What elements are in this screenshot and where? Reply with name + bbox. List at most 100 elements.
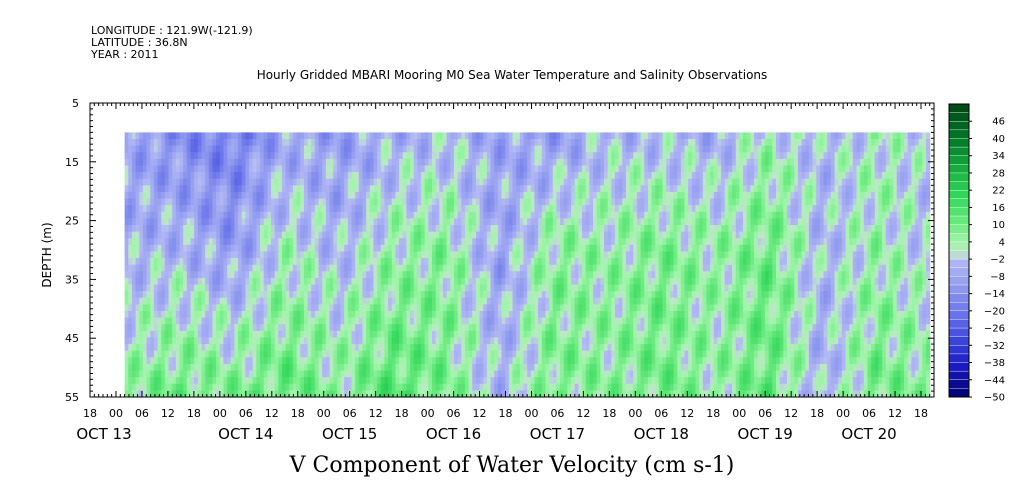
heatmap-cell [911,198,916,206]
heatmap-cell [329,185,334,193]
heatmap-cell [549,191,554,200]
heatmap-cell [732,271,737,279]
heatmap-cell [739,191,744,200]
heatmap-cell [545,152,550,160]
heatmap-cell [600,225,605,233]
heatmap-cell [205,251,210,259]
heatmap-cell [351,198,356,206]
heatmap-cell [223,271,228,279]
heatmap-cell [691,225,697,233]
heatmap-cell [816,139,821,147]
heatmap-cell [710,145,715,153]
heatmap-cell [519,145,525,153]
heatmap-cell [900,132,905,140]
heatmap-cell [805,225,810,233]
heatmap-cell [150,211,155,219]
heatmap-cell [768,185,773,193]
heatmap-cell [285,264,290,272]
heatmap-cell [882,258,887,266]
heatmap-cell [490,198,495,206]
heatmap-cell [695,145,700,153]
heatmap-cell [424,178,429,186]
heatmap-cell [900,244,905,253]
heatmap-cell [395,277,400,286]
heatmap-cell [483,178,488,186]
heatmap-cell [131,198,137,206]
heatmap-cell [161,211,166,219]
heatmap-cell [435,231,440,239]
heatmap-cell [402,271,407,279]
heatmap-cell [505,211,510,219]
heatmap-cell [486,225,492,233]
heatmap-cell [252,172,257,180]
heatmap-cell [889,185,894,193]
heatmap-cell [893,264,898,272]
heatmap-cell [362,225,367,233]
heatmap-cell [823,145,828,153]
heatmap-cell [779,191,784,200]
heatmap-cell [560,145,565,153]
heatmap-cell [256,244,261,253]
heatmap-cell [384,264,389,272]
heatmap-cell [786,152,792,160]
heatmap-cell [677,152,682,160]
heatmap-cell [208,191,214,200]
heatmap-cell [904,158,909,167]
heatmap-cell [241,185,246,193]
heatmap-cell [702,158,708,167]
heatmap-cell [234,152,239,160]
heatmap-cell [311,211,316,219]
heatmap-cell [256,238,261,246]
heatmap-cell [205,185,210,193]
heatmap-cell [860,152,865,160]
heatmap-cell [699,231,704,239]
heatmap-cell [428,205,433,213]
heatmap-cell [472,205,477,213]
heatmap-cell [757,251,762,259]
heatmap-cell [157,258,162,266]
heatmap-cell [662,211,667,219]
heatmap-cell [699,264,704,272]
heatmap-cell [849,178,854,186]
heatmap-cell [190,205,195,213]
heatmap-cell [186,145,192,153]
heatmap-cell [567,172,572,180]
heatmap-cell [336,251,342,259]
heatmap-cell [574,277,579,286]
heatmap-cell [812,211,817,219]
heatmap-cell [541,251,547,259]
heatmap-cell [918,139,923,147]
heatmap-cell [622,271,627,279]
heatmap-cell [571,158,576,167]
heatmap-cell [856,218,861,226]
heatmap-cell [296,238,301,246]
heatmap-cell [292,185,298,193]
heatmap-cell [724,244,730,253]
heatmap-cell [633,132,638,140]
heatmap-cell [801,132,806,140]
heatmap-cell [377,251,382,259]
heatmap-cell [512,264,517,272]
heatmap-cell [552,172,558,180]
heatmap-cell [794,198,799,206]
heatmap-cell [900,271,905,279]
heatmap-cell [669,251,675,259]
heatmap-cell [838,264,843,272]
heatmap-cell [691,238,697,246]
heatmap-cell [896,258,901,266]
heatmap-cell [922,238,927,246]
heatmap-cell [614,198,620,206]
heatmap-cell [197,152,203,160]
heatmap-cell [922,178,927,186]
heatmap-cell [680,198,686,206]
heatmap-cell [490,244,495,253]
heatmap-cell [867,205,872,213]
heatmap-cell [739,145,744,153]
heatmap-cell [867,238,872,246]
heatmap-cell [732,264,737,272]
heatmap-cell [768,158,773,167]
heatmap-cell [161,152,166,160]
heatmap-cell [618,218,623,226]
heatmap-cell [201,185,206,193]
heatmap-cell [142,132,148,140]
